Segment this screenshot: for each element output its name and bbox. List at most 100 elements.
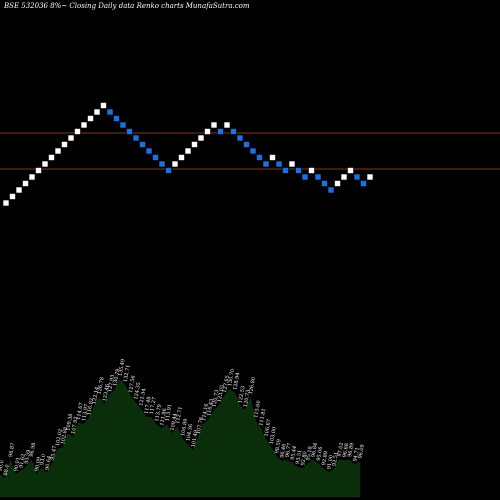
renko-brick-up bbox=[347, 167, 354, 174]
volume-value-label: 95.44 bbox=[290, 445, 298, 460]
renko-brick-down bbox=[158, 160, 166, 168]
renko-bricks bbox=[2, 102, 374, 207]
renko-brick-down bbox=[360, 180, 367, 187]
renko-brick-up bbox=[35, 167, 42, 174]
volume-value-label: 92.80 bbox=[300, 451, 308, 466]
volume-value-label: 107.92 bbox=[71, 416, 80, 434]
volume-value-label: 106.67 bbox=[264, 419, 273, 437]
renko-brick-up bbox=[223, 121, 231, 129]
volume-value-label: 128.94 bbox=[232, 372, 241, 390]
volume-value-label: 101.49 bbox=[191, 430, 200, 448]
volume-value-label: 92.89 bbox=[321, 451, 329, 466]
renko-brick-down bbox=[126, 128, 133, 135]
volume-value-label: 94.71 bbox=[352, 447, 360, 462]
renko-brick-up bbox=[178, 154, 185, 161]
volume-value-label: 96.89 bbox=[347, 442, 355, 457]
renko-brick-down bbox=[243, 141, 250, 148]
renko-brick-up bbox=[61, 141, 68, 148]
renko-brick-down bbox=[165, 167, 172, 174]
volume-value-label: 96.09 bbox=[358, 444, 366, 459]
renko-brick-up bbox=[48, 154, 55, 161]
volume-value-label: 104.36 bbox=[185, 424, 194, 442]
volume-value-label: 95.18 bbox=[305, 446, 313, 461]
renko-brick-up bbox=[184, 147, 192, 155]
renko-brick-down bbox=[327, 186, 335, 194]
volume-value-label: 96.77 bbox=[285, 443, 293, 458]
volume-value-label: 106.89 bbox=[180, 418, 189, 436]
renko-brick-down bbox=[275, 160, 283, 168]
renko-brick-up bbox=[80, 121, 88, 129]
volume-value-label: 96.68 bbox=[342, 443, 350, 458]
volume-value-label: 90.01 bbox=[13, 457, 21, 472]
volume-value-label: 117.48 bbox=[144, 396, 153, 414]
volume-value-label: 88.0 bbox=[3, 464, 11, 476]
volume-value-label: 102.88 bbox=[60, 427, 69, 445]
renko-brick-up bbox=[269, 154, 276, 161]
volume-value-label: 114.16 bbox=[201, 403, 210, 421]
renko-brick-up bbox=[54, 147, 62, 155]
renko-brick-down bbox=[236, 134, 244, 142]
volume-value-label: 93.59 bbox=[24, 449, 32, 464]
volume-value-label: 123.46 bbox=[102, 384, 111, 402]
volume-value-label: 113.91 bbox=[165, 404, 174, 422]
volume-value-label: 116.82 bbox=[86, 398, 95, 416]
renko-brick-up bbox=[2, 199, 10, 207]
volume-value-label: 113.97 bbox=[81, 403, 90, 421]
chart-title: BSE 532036 8%~ Closing Daily data Renko … bbox=[4, 2, 250, 10]
renko-brick-down bbox=[106, 108, 114, 116]
volume-value-label: 96.87 bbox=[8, 442, 16, 457]
volume-value-label: 96.98 bbox=[29, 442, 37, 457]
renko-brick-down bbox=[314, 173, 322, 181]
renko-brick-up bbox=[288, 160, 296, 168]
volume-value-label: 91.00 bbox=[326, 455, 334, 470]
renko-brick-down bbox=[282, 167, 289, 174]
volume-value-label: 123.05 bbox=[217, 385, 226, 403]
volume-value-label: 97.02 bbox=[337, 442, 345, 457]
renko-brick-up bbox=[308, 167, 315, 174]
volume-value-label: 109.44 bbox=[170, 413, 179, 431]
renko-brick-down bbox=[113, 115, 120, 122]
renko-brick-up bbox=[28, 173, 36, 181]
volume-value-label: 102.02 bbox=[55, 428, 64, 446]
renko-brick-up bbox=[93, 108, 101, 116]
renko-brick-down bbox=[132, 134, 140, 142]
volume-value-label: 109.38 bbox=[65, 413, 74, 431]
volume-value-label: 93.51 bbox=[295, 449, 303, 464]
volume-value-label: 115.60 bbox=[253, 400, 262, 418]
volume-value-label: 98.59 bbox=[274, 439, 282, 454]
renko-brick-up bbox=[22, 180, 29, 187]
renko-brick-down bbox=[262, 160, 270, 168]
renko-brick-up bbox=[334, 180, 341, 187]
renko-brick-up bbox=[87, 115, 94, 122]
volume-value-label: 122.53 bbox=[238, 386, 247, 404]
volume-value-label: 126.80 bbox=[248, 377, 257, 395]
volume-value-label: 95.47 bbox=[50, 445, 58, 460]
renko-brick-down bbox=[139, 141, 146, 148]
volume-value-label: 113.79 bbox=[154, 404, 163, 422]
volume-value-label: 130.79 bbox=[112, 368, 121, 386]
volume-area-shape bbox=[0, 378, 361, 498]
volume-value-label: 95.06 bbox=[316, 446, 324, 461]
renko-brick-down bbox=[230, 128, 237, 135]
volume-value-label: 127.93 bbox=[107, 374, 116, 392]
volume-value-label: 114.67 bbox=[76, 402, 85, 420]
volume-value-label: 111.81 bbox=[258, 408, 267, 426]
renko-brick-up bbox=[15, 186, 23, 194]
renko-brick-up bbox=[9, 193, 16, 200]
renko-brick-down bbox=[256, 154, 263, 161]
renko-brick-down bbox=[321, 180, 328, 187]
renko-brick-up bbox=[340, 173, 348, 181]
volume-value-label: 90.0 bbox=[0, 460, 5, 472]
volume-value-label: 121.34 bbox=[138, 388, 147, 406]
volume-value-label: 120.73 bbox=[243, 389, 252, 407]
volume-value-label: 96.46 bbox=[279, 443, 287, 458]
renko-brick-up bbox=[204, 128, 211, 135]
volume-value-label: 91.62 bbox=[18, 453, 26, 468]
renko-brick-down bbox=[301, 173, 309, 181]
volume-value-label: 122.14 bbox=[91, 386, 100, 404]
volume-value-label: 90.64 bbox=[45, 455, 53, 470]
reference-lines bbox=[0, 132, 500, 170]
volume-value-label: 127.65 bbox=[222, 375, 231, 393]
